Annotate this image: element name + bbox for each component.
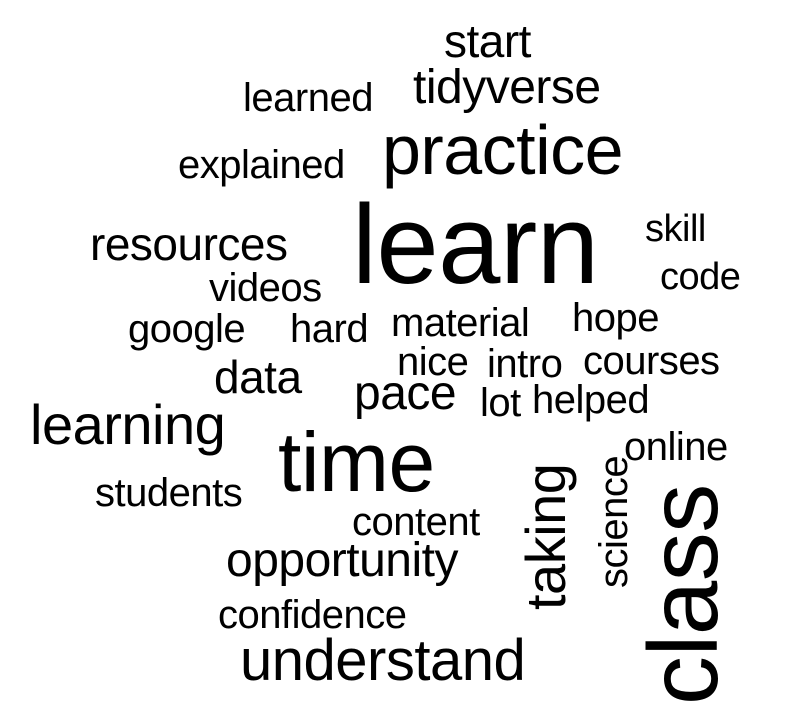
word-content: content (352, 500, 480, 544)
word-hope: hope (572, 296, 659, 340)
word-class: class (628, 484, 738, 705)
word-learned: learned (243, 76, 373, 120)
word-hard: hard (290, 307, 369, 351)
word-online: online (624, 425, 728, 469)
word-courses: courses (583, 339, 720, 383)
word-videos: videos (209, 266, 322, 310)
word-material: material (391, 301, 530, 345)
word-skill: skill (645, 208, 706, 250)
word-resources: resources (90, 218, 288, 270)
word-time: time (278, 415, 435, 509)
word-practice: practice (382, 111, 624, 189)
word-explained: explained (178, 143, 345, 187)
word-google: google (128, 307, 246, 351)
word-nice: nice (397, 340, 469, 384)
word-learn: learn (352, 182, 599, 307)
word-taking: taking (514, 463, 577, 610)
word-confidence: confidence (218, 593, 407, 637)
word-start: start (444, 15, 531, 67)
word-opportunity: opportunity (226, 534, 459, 587)
word-understand: understand (240, 628, 526, 693)
word-tidyverse: tidyverse (413, 61, 601, 114)
word-students: students (95, 471, 243, 515)
word-code: code (660, 256, 741, 298)
word-learning: learning (30, 393, 226, 456)
word-lot: lot (480, 381, 521, 425)
word-pace: pace (354, 367, 457, 420)
word-helped: helped (532, 378, 650, 422)
word-data: data (214, 351, 302, 403)
word-intro: intro (487, 342, 563, 386)
